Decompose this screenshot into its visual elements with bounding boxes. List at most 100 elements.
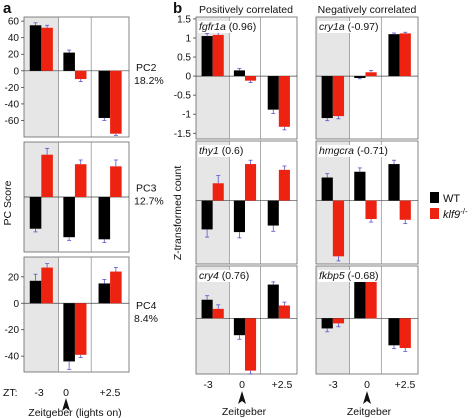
bar-mutant-0: [212, 308, 224, 319]
bar-mutant-2: [278, 76, 290, 127]
bar-wt-0: [29, 197, 42, 229]
y-tick-label: -40: [5, 99, 20, 110]
legend-swatch-mutant: [430, 208, 439, 219]
bar-wt-0: [321, 76, 333, 119]
correlation-value: (0.6): [222, 145, 244, 157]
correlation-value: (-0.97): [348, 21, 379, 33]
bar-mutant-0: [332, 200, 345, 257]
correlation-value: (0.96): [229, 21, 256, 33]
x-tick-b-5: 0: [364, 379, 370, 391]
lights-on-arrow-a: [62, 398, 70, 411]
zt-label: ZT:: [3, 387, 18, 399]
y-tick-label: -40: [5, 352, 20, 363]
bar-mutant-2: [399, 200, 411, 220]
zeitgeber-label-b2: Zeitgeber: [347, 406, 392, 418]
bar-wt-1: [354, 275, 366, 319]
correlation-value: (-0.68): [348, 270, 379, 282]
bar-mutant-2: [278, 169, 290, 201]
plot-frame: [315, 16, 419, 140]
x-tick-a-2: 0: [63, 387, 69, 399]
gene-name: hmgcra: [319, 145, 357, 157]
chart-hmgcra: hmgcra (-0.71): [315, 140, 419, 265]
bar-wt-1: [354, 171, 366, 201]
gene-name: fkbp5: [319, 270, 348, 282]
plot-frame: [195, 265, 298, 375]
zeitgeber-label-b1: Zeitgeber: [222, 406, 267, 418]
gene-name: cry4: [199, 270, 222, 282]
plot-frame: [195, 140, 298, 265]
bar-mutant-1: [365, 273, 377, 319]
gene-label: fkbp5 (-0.68): [319, 270, 379, 282]
bar-wt-2: [98, 70, 111, 118]
x-tick-b-4: -3: [328, 379, 337, 391]
gene-name: fgfr1a: [199, 21, 229, 33]
bar-wt-2: [98, 283, 111, 304]
bar-wt-2: [388, 164, 400, 201]
bar-wt-2: [388, 34, 400, 77]
lights-on-arrow-b2: [363, 391, 371, 404]
bar-mutant-1: [365, 200, 377, 220]
bar-mutant-0: [41, 267, 53, 304]
y-tick-label: -20: [5, 83, 20, 94]
bar-mutant-2: [399, 33, 411, 77]
panel-b-letter: b: [173, 0, 182, 17]
bar-mutant-1: [74, 70, 87, 80]
bar-mutant-2: [110, 70, 122, 134]
pc-variance-label: 12.7%: [134, 196, 164, 208]
bar-mutant-1: [74, 303, 87, 355]
bar-mutant-0: [332, 318, 345, 324]
y-tick-label: -60: [5, 116, 20, 127]
bar-mutant-1: [244, 76, 257, 81]
y-tick-label: 0: [185, 72, 191, 83]
night-shading: [196, 141, 230, 264]
plot-frame: [315, 265, 419, 375]
bar-mutant-2: [278, 305, 290, 319]
plot-frame: [23, 256, 130, 373]
zeitgeber-label-a: Zeitgeber (lights on): [28, 407, 121, 418]
legend-swatch-wt: [430, 192, 439, 203]
pc-name-label: PC4: [136, 300, 157, 312]
y-tick-label: -0.5: [174, 91, 192, 102]
lights-on-arrow-b1: [238, 391, 246, 404]
bar-mutant-1: [244, 164, 257, 201]
y-tick-label: 0: [13, 299, 19, 310]
y-tick-label: -20: [5, 325, 20, 336]
y-tick-label: 60: [8, 17, 20, 28]
bar-wt-2: [267, 284, 279, 319]
bar-wt-1: [63, 303, 75, 362]
correlation-value: (0.76): [222, 270, 249, 282]
gene-label-backdrop: [198, 270, 251, 282]
y-tick-label: 20: [8, 272, 20, 283]
bar-wt-1: [233, 200, 245, 233]
bar-wt-0: [29, 280, 42, 304]
bar-wt-2: [267, 200, 279, 226]
bar-wt-2: [267, 76, 279, 110]
bar-wt-0: [321, 177, 333, 201]
gene-label: hmgcra (-0.71): [319, 145, 388, 157]
gene-label: fgfr1a (0.96): [199, 21, 256, 33]
x-tick-a-3: +2.5: [100, 387, 121, 399]
chart-fgfr1a: 1.5 1 0.5 0 -0.5 -1 -1.5 fgfr1a (0.96): [174, 14, 298, 140]
gene-label: cry1a (-0.97): [319, 21, 379, 33]
pc-variance-label: 8.4%: [134, 313, 158, 325]
bar-mutant-2: [110, 271, 122, 304]
night-shading: [196, 266, 230, 374]
legend-mutant-suffix: -/-: [460, 207, 468, 216]
negatively-correlated-header: Negatively correlated: [318, 4, 417, 16]
x-tick-b-1: -3: [203, 379, 212, 391]
y-tick-label: -1.5: [174, 129, 192, 140]
bar-wt-1: [354, 76, 366, 78]
legend-label-wt: WT: [443, 193, 460, 205]
bar-wt-1: [63, 197, 75, 238]
plot-frame: [195, 16, 298, 140]
pc-name-label: PC2: [136, 62, 157, 74]
bar-mutant-0: [212, 34, 224, 77]
panel-a-letter: a: [3, 0, 12, 17]
legend: WT klf9-/-: [430, 192, 468, 221]
bar-wt-2: [388, 318, 400, 346]
bar-mutant-1: [74, 164, 87, 197]
gene-label-backdrop: [198, 145, 245, 157]
gene-label-backdrop: [318, 270, 380, 282]
